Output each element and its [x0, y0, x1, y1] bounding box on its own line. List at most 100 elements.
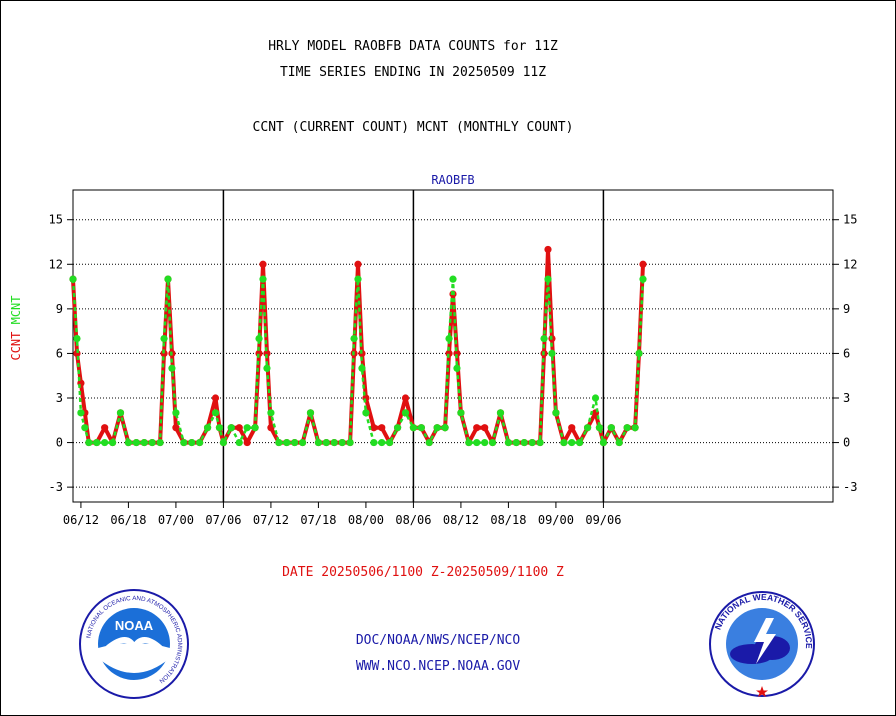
data-point-mcnt	[101, 438, 109, 447]
y-axis-title: CCNT MCNT	[9, 295, 23, 360]
data-point-mcnt	[417, 424, 425, 432]
x-tick-label: 09/06	[585, 513, 621, 527]
data-point-mcnt	[203, 424, 212, 432]
chart-title: HRLY MODEL RAOBFB DATA COUNTS for 11Z	[268, 39, 558, 54]
x-tick-label: 09/00	[538, 513, 574, 527]
data-point-mcnt	[148, 438, 156, 447]
data-point-mcnt	[631, 424, 639, 432]
data-point-mcnt	[362, 409, 370, 417]
data-point-mcnt	[172, 409, 180, 417]
data-point-ccnt	[544, 245, 552, 254]
x-tick-label: 07/00	[158, 513, 194, 527]
data-point-mcnt	[156, 438, 164, 447]
data-point-ccnt	[378, 424, 386, 432]
series-line-mcnt	[71, 277, 645, 444]
plot-border	[72, 189, 834, 503]
data-point-mcnt	[488, 438, 497, 447]
y-tick-label-left: 12	[49, 257, 63, 271]
data-point-mcnt	[275, 438, 283, 447]
data-point-mcnt	[338, 438, 346, 447]
chart-subtitle: TIME SERIES ENDING IN 20250509 11Z	[279, 65, 547, 80]
y-tick-label-left: 0	[56, 436, 63, 450]
data-point-mcnt	[188, 438, 196, 447]
y-tick-label-right: 15	[843, 213, 857, 227]
x-tick-label: 08/06	[395, 513, 431, 527]
y-tick-label-right: 12	[843, 257, 857, 271]
y-tick-label-left: 6	[56, 346, 63, 360]
data-point-ccnt	[401, 394, 410, 402]
nws-logo: NATIONAL WEATHER SERVICE	[709, 591, 815, 697]
data-point-mcnt	[591, 394, 600, 402]
data-point-mcnt	[599, 438, 608, 447]
data-point-mcnt	[140, 438, 148, 447]
y-tick-label-left: 15	[49, 213, 63, 227]
data-point-mcnt	[211, 409, 220, 417]
data-point-ccnt	[453, 349, 461, 358]
data-point-mcnt	[116, 409, 125, 417]
x-tick-label: 06/12	[63, 513, 99, 527]
data-point-mcnt	[433, 424, 441, 432]
data-point-mcnt	[298, 438, 307, 447]
data-point-ccnt	[259, 260, 267, 268]
data-point-mcnt	[259, 275, 267, 283]
data-point-mcnt	[496, 409, 505, 417]
data-point-mcnt	[255, 334, 263, 343]
data-point-ccnt	[354, 260, 362, 268]
data-point-mcnt	[93, 438, 101, 447]
data-point-mcnt	[180, 438, 188, 447]
x-tick-label: 06/18	[110, 513, 146, 527]
y-tick-label-right: 3	[843, 391, 850, 405]
chart-legend-text: CCNT (CURRENT COUNT) MCNT (MONTHLY COUNT…	[252, 120, 574, 135]
data-point-mcnt	[160, 334, 168, 343]
data-point-mcnt	[481, 438, 489, 447]
panel-label: RAOBFB	[431, 173, 474, 187]
data-point-mcnt	[639, 275, 647, 283]
x-tick-label: 08/18	[490, 513, 526, 527]
data-point-mcnt	[409, 424, 418, 432]
y-tick-label-left: -3	[49, 480, 63, 494]
data-point-mcnt	[243, 424, 251, 432]
data-point-ccnt	[568, 424, 576, 432]
data-point-mcnt	[536, 438, 544, 447]
data-point-mcnt	[227, 424, 235, 432]
data-point-mcnt	[108, 438, 117, 447]
data-point-mcnt	[512, 438, 520, 447]
y-tick-label-left: 9	[56, 302, 63, 316]
y-axis-title-ccnt: CCNT	[9, 324, 23, 360]
data-point-ccnt	[235, 424, 243, 432]
data-point-mcnt	[267, 409, 275, 417]
data-point-mcnt	[322, 438, 330, 447]
data-point-mcnt	[473, 438, 481, 447]
data-point-mcnt	[615, 438, 623, 447]
data-point-mcnt	[291, 438, 299, 447]
y-tick-label-right: -3	[843, 480, 857, 494]
data-point-mcnt	[528, 438, 536, 447]
data-point-mcnt	[425, 438, 433, 447]
data-point-mcnt	[560, 438, 568, 447]
data-point-mcnt	[465, 438, 473, 447]
data-point-mcnt	[445, 334, 453, 343]
data-point-mcnt	[457, 409, 465, 417]
data-point-mcnt	[504, 438, 513, 447]
x-tick-label: 08/00	[348, 513, 384, 527]
data-point-ccnt	[263, 349, 271, 358]
data-point-mcnt	[164, 275, 172, 283]
data-point-mcnt	[235, 438, 243, 447]
data-point-mcnt	[263, 364, 271, 372]
y-axis-title-mcnt: MCNT	[9, 295, 23, 324]
y-tick-label-right: 9	[843, 302, 850, 316]
data-point-mcnt	[346, 438, 354, 447]
data-point-mcnt	[576, 438, 584, 447]
noaa-logo-text: NOAA	[115, 618, 154, 633]
x-tick-label: 07/12	[253, 513, 289, 527]
data-point-mcnt	[595, 424, 604, 432]
data-point-mcnt	[386, 438, 394, 447]
x-tick-label: 07/06	[205, 513, 241, 527]
data-point-mcnt	[215, 424, 224, 432]
data-point-ccnt	[172, 424, 180, 432]
data-point-ccnt	[473, 424, 481, 432]
data-point-mcnt	[378, 438, 386, 447]
data-point-mcnt	[314, 438, 323, 447]
x-tick-label: 07/18	[300, 513, 336, 527]
